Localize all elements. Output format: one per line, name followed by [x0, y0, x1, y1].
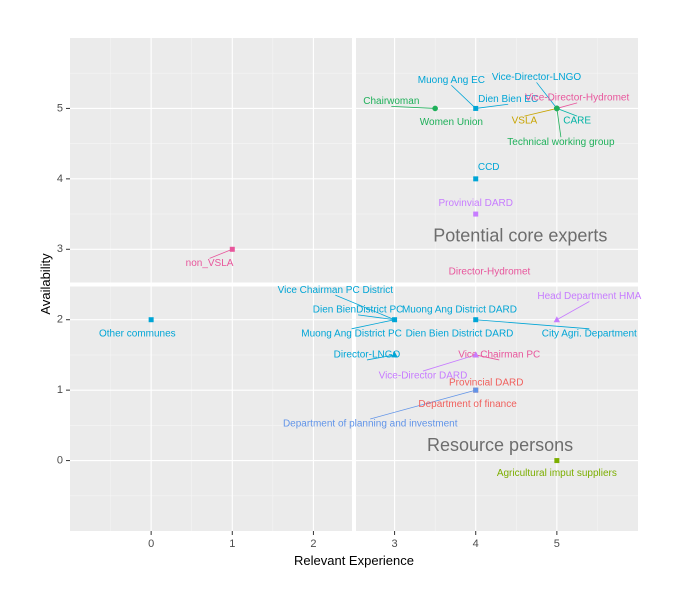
point-ccd [473, 176, 479, 182]
label-director-lngo: Director-LNGO [334, 350, 401, 361]
label-leaders [209, 82, 590, 420]
leader-technical-working-group [556, 108, 562, 138]
label-non-vsla: non_VSLA [186, 258, 234, 269]
point-other-communes [148, 317, 154, 323]
label-vice-director-hydromet: Vice-Director-Hydromet [525, 93, 630, 104]
label-muong-ang-district-dard: Muong Ang District DARD [402, 304, 517, 315]
label-director-hydromet: Director-Hydromet [449, 266, 531, 277]
leader-muong-ang-district-pc [351, 319, 395, 330]
leader-care [556, 108, 578, 117]
point-muong-ang-district-dard [473, 317, 479, 323]
label-vice-director-lngo: Vice-Director-LNGO [492, 72, 581, 83]
point-chairwoman [432, 105, 438, 112]
label-head-department-hma: Head Department HMA [537, 291, 641, 302]
leader-vsla [524, 108, 557, 117]
label-vice-director-dard: Vice-Director DARD [379, 371, 468, 382]
x-tick-label: 2 [310, 538, 316, 550]
x-axis-ticks: 0 1 2 3 4 5 [148, 531, 560, 550]
point-non-vsla [229, 246, 235, 252]
label-provincial-dard: Provincial DARD [449, 378, 523, 389]
label-department-of-finance: Department of finance [418, 399, 517, 410]
point-technical-working-group [554, 105, 560, 112]
label-agricultural-imput-suppliers: Agricultural imput suppliers [497, 468, 617, 479]
leader-director-lngo [366, 354, 395, 361]
label-other-communes: Other communes [99, 328, 176, 339]
x-tick-label: 5 [554, 538, 560, 550]
y-tick-label: 4 [57, 173, 63, 185]
leader-vice-chairman-pc [475, 354, 500, 361]
y-tick-label: 3 [57, 243, 63, 255]
reference-lines [70, 38, 638, 531]
y-axis-title: Availability [38, 253, 53, 315]
leader-department-of-planning-and-investment [370, 389, 476, 420]
point-agricultural-imput-suppliers [554, 458, 560, 464]
label-muong-ang-district-pc: Muong Ang District PC [301, 328, 402, 339]
point-director-lngo [391, 351, 398, 358]
label-technical-working-group: Technical working group [507, 137, 615, 148]
label-women-union: Women Union [420, 117, 483, 128]
leader-non-vsla [209, 248, 233, 259]
x-axis-title: Relevant Experience [294, 553, 414, 568]
quadrant-label-resource-persons: Resource persons [427, 435, 573, 455]
point-head-department-hma [553, 316, 561, 323]
point-vice-director-dard [472, 351, 479, 358]
quadrant-labels: Potential core experts Resource persons [427, 225, 607, 455]
leader-vice-director-dard [422, 354, 476, 372]
point-vice-chairman-pc-district [392, 317, 398, 323]
x-tick-label: 0 [148, 538, 154, 550]
data-points [148, 105, 561, 464]
leader-chairwoman [391, 105, 436, 109]
label-dien-bien-ec: Dien Bien EC [478, 94, 538, 105]
leader-vice-chairman-pc-district [335, 294, 395, 321]
label-ccd: CCD [478, 162, 500, 173]
leader-dien-bien-ec [475, 103, 509, 109]
label-vice-chairman-pc-district: Vice Chairman PC District [278, 285, 394, 296]
label-muong-ang-ec: Muong Ang EC [418, 75, 485, 86]
point-muong-ang-ec [473, 105, 479, 111]
leader-vice-director-lngo [536, 82, 558, 109]
point-department-of-planning-and-investment [473, 387, 479, 393]
y-tick-label: 1 [57, 384, 63, 396]
label-city-agri-department: City Agri. Department [542, 328, 637, 339]
label-dien-biendistrict-pc: Dien BienDistrict PC [313, 304, 404, 315]
y-tick-label: 2 [57, 314, 63, 326]
leader-muong-ang-ec [451, 84, 476, 109]
label-vsla: VSLA [512, 116, 538, 127]
label-care: CARE [563, 116, 591, 127]
label-vice-chairman-pc: Vice Chairman PC [458, 350, 540, 361]
label-chairwoman: Chairwoman [363, 96, 419, 107]
x-tick-label: 4 [473, 538, 479, 550]
label-provinvial-dard: Provinvial DARD [438, 198, 512, 209]
leader-vice-director-hydromet [556, 102, 578, 109]
label-dien-bien-district-dard: Dien Bien District DARD [406, 328, 514, 339]
x-tick-label: 1 [229, 538, 235, 550]
x-tick-label: 3 [392, 538, 398, 550]
y-axis-ticks: 0 1 2 3 4 5 [57, 102, 70, 466]
point-provinvial-dard [473, 211, 479, 217]
leader-dien-biendistrict-pc [358, 314, 395, 321]
quadrant-label-potential-core-experts: Potential core experts [433, 225, 607, 245]
label-department-of-planning-and-investment: Department of planning and investment [283, 419, 458, 430]
y-tick-label: 5 [57, 102, 63, 114]
y-tick-label: 0 [57, 454, 63, 466]
leader-city-agri-department [475, 319, 590, 330]
leader-head-department-hma [556, 301, 590, 321]
